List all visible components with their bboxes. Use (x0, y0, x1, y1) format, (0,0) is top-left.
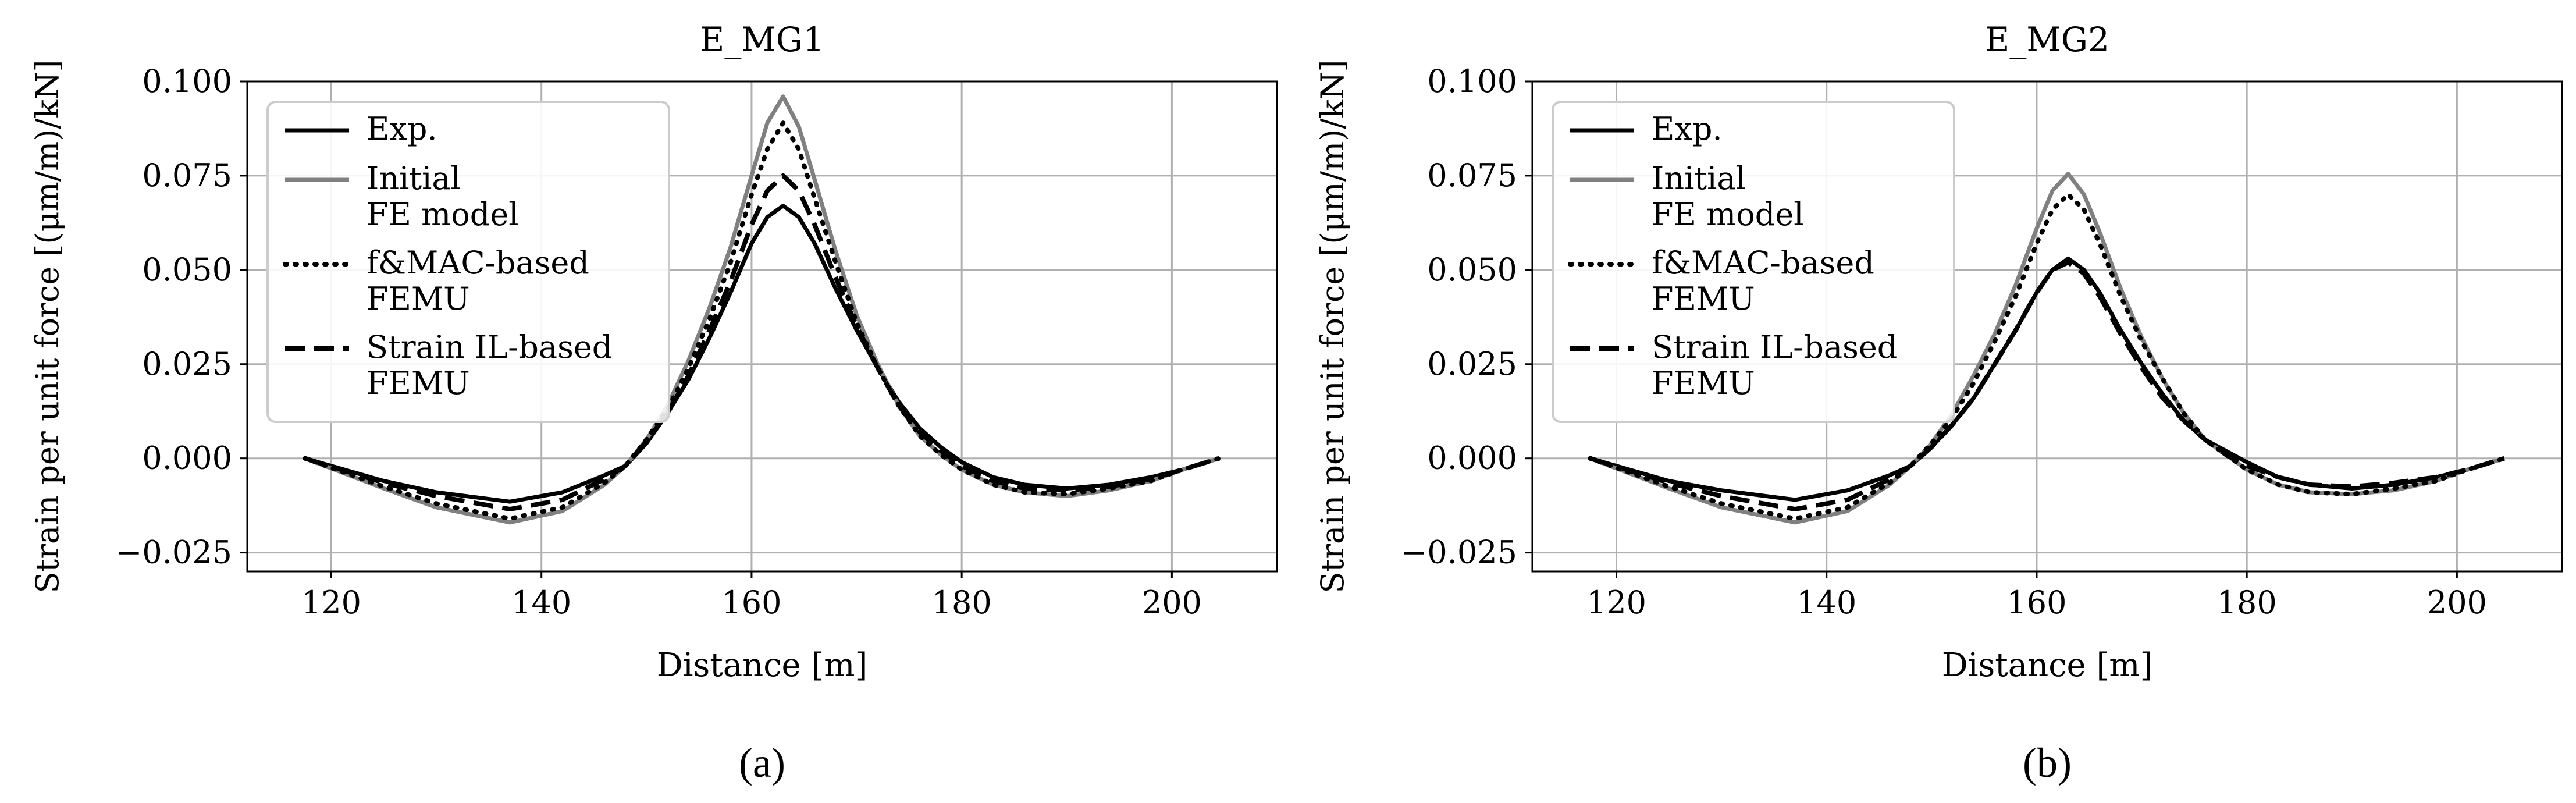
legend-label: FEMU (1652, 365, 1755, 402)
series-line-2 (1588, 192, 2507, 521)
chart-title: E_MG1 (700, 20, 824, 59)
legend-box (1552, 101, 1955, 423)
y-tick-label: 0.000 (1427, 440, 1517, 477)
x-tick-label: 180 (932, 584, 992, 621)
legend-label: FEMU (367, 280, 470, 317)
series-line-2 (303, 120, 1222, 521)
chart-title: E_MG2 (1985, 20, 2109, 59)
series-line-3 (304, 173, 1220, 512)
legend-label: Strain IL-based (367, 329, 612, 365)
series-line-3 (1589, 260, 2505, 512)
x-tick-label: 140 (1796, 584, 1856, 621)
y-axis-label: Strain per unit force [(μm/m)/kN] (29, 60, 66, 594)
legend-label: FEMU (367, 365, 470, 402)
x-axis-label: Distance [m] (1942, 646, 2153, 684)
plot-frame (1531, 80, 2563, 573)
legend-label: Exp. (1652, 111, 1723, 147)
y-tick-label: 0.075 (142, 157, 232, 194)
legend-label: f&MAC-based (1652, 244, 1874, 281)
y-tick-label: 0.050 (142, 251, 232, 288)
legend-box (266, 101, 670, 423)
y-tick-label: 0.075 (1427, 157, 1517, 194)
x-tick-label: 120 (301, 584, 361, 621)
series-group (303, 94, 1222, 525)
series-line-0 (304, 204, 1220, 504)
y-tick-label: −0.025 (116, 534, 232, 571)
panel-caption: (a) (739, 740, 785, 786)
y-tick-label: 0.100 (142, 63, 232, 100)
legend-label: Initial (1652, 160, 1746, 197)
x-axis-label: Distance [m] (657, 646, 868, 684)
y-tick-label: 0.000 (142, 440, 232, 477)
y-axis-label: Strain per unit force [(μm/m)/kN] (1314, 60, 1351, 594)
x-tick-label: 120 (1586, 584, 1646, 621)
legend-label: Initial (367, 160, 461, 197)
axis-ticks: 120 140 160 180 200 −0.025 0.000 0.025 0.050 0.07… (116, 63, 1202, 621)
x-tick-label: 140 (511, 584, 571, 621)
legend-label: FE model (1652, 196, 1804, 233)
y-tick-label: −0.025 (1401, 534, 1517, 571)
x-tick-label: 160 (721, 584, 781, 621)
x-tick-label: 200 (1142, 584, 1202, 621)
y-tick-label: 0.025 (1427, 346, 1517, 382)
legend-label: f&MAC-based (367, 244, 589, 281)
legend-label: Strain IL-based (1652, 329, 1897, 365)
x-tick-label: 180 (2217, 584, 2277, 621)
panel-a: 120 140 160 180 200 −0.025 0.000 0.025 0.050 0.07… (29, 20, 1278, 786)
panel-b: 120 140 160 180 200 −0.025 0.000 0.025 0.050 0.07… (1314, 20, 2563, 786)
y-tick-label: 0.050 (1427, 251, 1517, 288)
axis-ticks: 120 140 160 180 200 −0.025 0.000 0.025 0.050 0.07… (1401, 63, 2487, 621)
y-tick-label: 0.100 (1427, 63, 1517, 100)
series-group (1588, 172, 2507, 525)
x-tick-label: 160 (2006, 584, 2066, 621)
x-tick-label: 200 (2427, 584, 2487, 621)
legend-label: Exp. (367, 111, 437, 147)
y-tick-label: 0.025 (142, 346, 232, 382)
legend-label: FE model (367, 196, 519, 233)
plot-frame (246, 80, 1278, 573)
legend-label: FEMU (1652, 280, 1755, 317)
panel-caption: (b) (2023, 740, 2072, 786)
